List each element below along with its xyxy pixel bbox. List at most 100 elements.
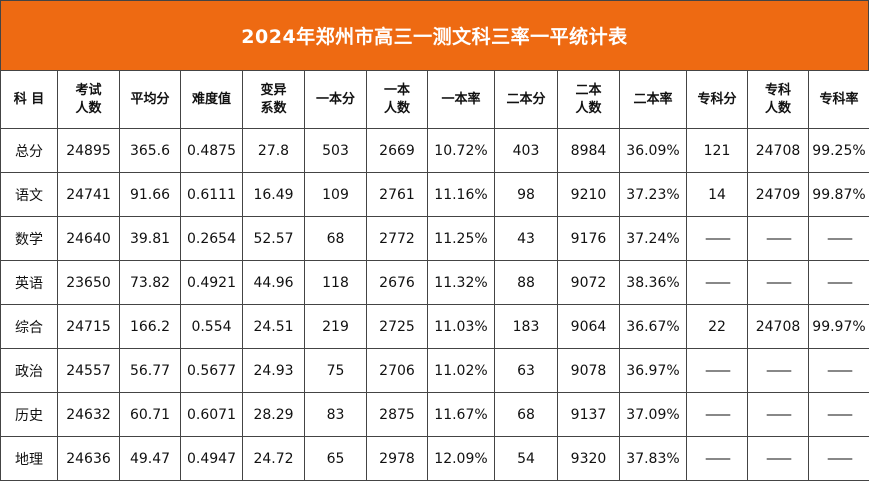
cell-subject: 英语: [1, 261, 58, 305]
cell-tier2-count: 9210: [558, 173, 620, 217]
cell-college-count: ——: [748, 217, 809, 261]
cell-difficulty: 0.554: [181, 305, 243, 349]
cell-difficulty: 0.4921: [181, 261, 243, 305]
cell-subject: 语文: [1, 173, 58, 217]
cell-average: 60.71: [120, 393, 181, 437]
header-average: 平均分: [120, 71, 181, 129]
cell-exam-count: 24741: [58, 173, 120, 217]
cell-exam-count: 24715: [58, 305, 120, 349]
cell-tier2-count: 9072: [558, 261, 620, 305]
cell-tier1-rate: 11.25%: [428, 217, 495, 261]
header-college-rate: 专科率: [809, 71, 869, 129]
cell-college-score: ——: [687, 261, 748, 305]
cell-tier2-count: 9137: [558, 393, 620, 437]
cell-tier2-rate: 37.83%: [620, 437, 687, 481]
cell-college-count: ——: [748, 261, 809, 305]
header-college-score: 专科分: [687, 71, 748, 129]
cell-difficulty: 0.4875: [181, 129, 243, 173]
cell-tier1-count: 2725: [367, 305, 428, 349]
header-tier2-rate: 二本率: [620, 71, 687, 129]
cell-college-count: ——: [748, 393, 809, 437]
cell-tier1-count: 2706: [367, 349, 428, 393]
cell-tier2-score: 403: [495, 129, 558, 173]
cell-tier2-count: 9064: [558, 305, 620, 349]
cell-college-score: ——: [687, 393, 748, 437]
cell-tier1-score: 83: [305, 393, 367, 437]
cell-difficulty: 0.5677: [181, 349, 243, 393]
header-tier1-rate: 一本率: [428, 71, 495, 129]
header-variation: 变异 系数: [243, 71, 305, 129]
cell-tier2-count: 8984: [558, 129, 620, 173]
cell-tier2-count: 9176: [558, 217, 620, 261]
cell-college-rate: 99.25%: [809, 129, 869, 173]
cell-tier2-rate: 36.97%: [620, 349, 687, 393]
statistics-table: 科 目 考试 人数 平均分 难度值 变异 系数 一本分 一本 人数 一本率 二本…: [0, 70, 869, 481]
cell-variation: 24.93: [243, 349, 305, 393]
cell-difficulty: 0.2654: [181, 217, 243, 261]
cell-tier1-count: 2772: [367, 217, 428, 261]
header-tier1-count: 一本 人数: [367, 71, 428, 129]
table-title: 2024年郑州市高三一测文科三率一平统计表: [0, 0, 869, 70]
cell-college-rate: ——: [809, 217, 869, 261]
cell-exam-count: 24557: [58, 349, 120, 393]
cell-variation: 24.72: [243, 437, 305, 481]
cell-college-score: 121: [687, 129, 748, 173]
cell-tier1-rate: 11.16%: [428, 173, 495, 217]
cell-tier2-score: 63: [495, 349, 558, 393]
cell-college-score: 14: [687, 173, 748, 217]
header-row: 科 目 考试 人数 平均分 难度值 变异 系数 一本分 一本 人数 一本率 二本…: [1, 71, 869, 129]
cell-college-rate: ——: [809, 261, 869, 305]
cell-tier2-count: 9320: [558, 437, 620, 481]
cell-tier1-score: 65: [305, 437, 367, 481]
header-college-count: 专科 人数: [748, 71, 809, 129]
cell-college-rate: 99.97%: [809, 305, 869, 349]
cell-tier1-rate: 12.09%: [428, 437, 495, 481]
cell-variation: 44.96: [243, 261, 305, 305]
cell-difficulty: 0.6071: [181, 393, 243, 437]
cell-subject: 总分: [1, 129, 58, 173]
header-tier2-score: 二本分: [495, 71, 558, 129]
cell-tier1-score: 219: [305, 305, 367, 349]
cell-average: 91.66: [120, 173, 181, 217]
cell-college-score: ——: [687, 349, 748, 393]
cell-tier2-rate: 37.24%: [620, 217, 687, 261]
cell-variation: 24.51: [243, 305, 305, 349]
cell-tier2-score: 98: [495, 173, 558, 217]
cell-average: 73.82: [120, 261, 181, 305]
header-subject: 科 目: [1, 71, 58, 129]
cell-tier1-score: 75: [305, 349, 367, 393]
cell-tier1-count: 2676: [367, 261, 428, 305]
cell-variation: 52.57: [243, 217, 305, 261]
cell-variation: 16.49: [243, 173, 305, 217]
cell-tier1-rate: 11.03%: [428, 305, 495, 349]
header-difficulty: 难度值: [181, 71, 243, 129]
header-tier1-score: 一本分: [305, 71, 367, 129]
cell-college-count: 24709: [748, 173, 809, 217]
cell-exam-count: 23650: [58, 261, 120, 305]
cell-subject: 政治: [1, 349, 58, 393]
cell-average: 39.81: [120, 217, 181, 261]
cell-tier1-rate: 11.32%: [428, 261, 495, 305]
cell-exam-count: 24640: [58, 217, 120, 261]
cell-exam-count: 24636: [58, 437, 120, 481]
cell-tier2-rate: 37.23%: [620, 173, 687, 217]
cell-average: 365.6: [120, 129, 181, 173]
cell-college-count: 24708: [748, 305, 809, 349]
cell-college-count: ——: [748, 349, 809, 393]
cell-college-rate: ——: [809, 349, 869, 393]
cell-tier1-count: 2875: [367, 393, 428, 437]
cell-tier2-score: 68: [495, 393, 558, 437]
cell-subject: 数学: [1, 217, 58, 261]
cell-college-score: 22: [687, 305, 748, 349]
cell-tier2-score: 54: [495, 437, 558, 481]
